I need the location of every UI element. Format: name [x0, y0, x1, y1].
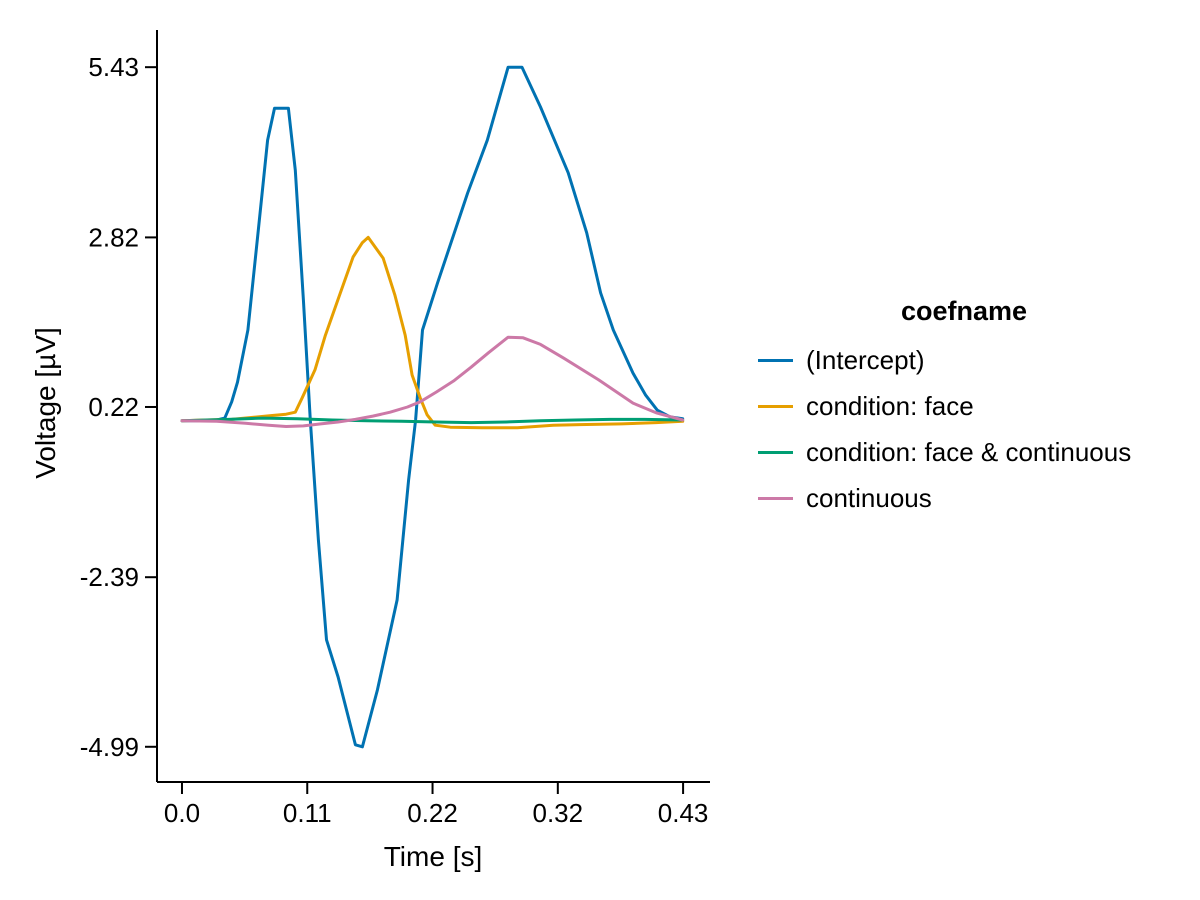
legend-items: (Intercept) condition: face condition: fac… [758, 344, 1170, 514]
legend-swatch-icon [758, 358, 793, 362]
series-line-3 [180, 335, 685, 428]
legend-swatch-icon [758, 496, 793, 500]
x-tick-label: 0.0 [164, 798, 200, 828]
y-tick-label: 2.82 [88, 222, 139, 252]
x-tick-label: 0.22 [407, 798, 458, 828]
legend-item: condition: face & continuous [758, 436, 1170, 468]
y-axis-label: Voltage [µV] [30, 327, 61, 479]
legend-item-label: continuous [806, 482, 932, 513]
legend-swatch-icon [758, 404, 793, 408]
series-line-2 [180, 416, 685, 425]
x-tick-label: 0.32 [533, 798, 584, 828]
y-tick-label: -4.99 [80, 732, 139, 762]
x-axis-label: Time [s] [383, 841, 483, 872]
legend-item-label: condition: face [806, 390, 974, 421]
x-tick-label: 0.11 [283, 798, 332, 828]
y-tick-label: -2.39 [80, 562, 139, 592]
legend-item-label: (Intercept) [806, 344, 925, 375]
legend-title: coefname [900, 296, 1028, 326]
series-line-1 [180, 235, 685, 430]
x-tick-label: 0.43 [658, 798, 709, 828]
legend-item-label: condition: face & continuous [806, 436, 1132, 467]
y-tick-label: 5.43 [88, 52, 139, 82]
legend-item: condition: face [758, 390, 1170, 422]
y-tick-label: 0.22 [88, 392, 139, 422]
legend: coefname (Intercept) condition: face condi… [758, 296, 1170, 528]
legend-swatch-icon [758, 450, 793, 454]
legend-item: (Intercept) [758, 344, 1170, 376]
legend-item: continuous [758, 482, 1170, 514]
series-line-0 [180, 65, 685, 749]
